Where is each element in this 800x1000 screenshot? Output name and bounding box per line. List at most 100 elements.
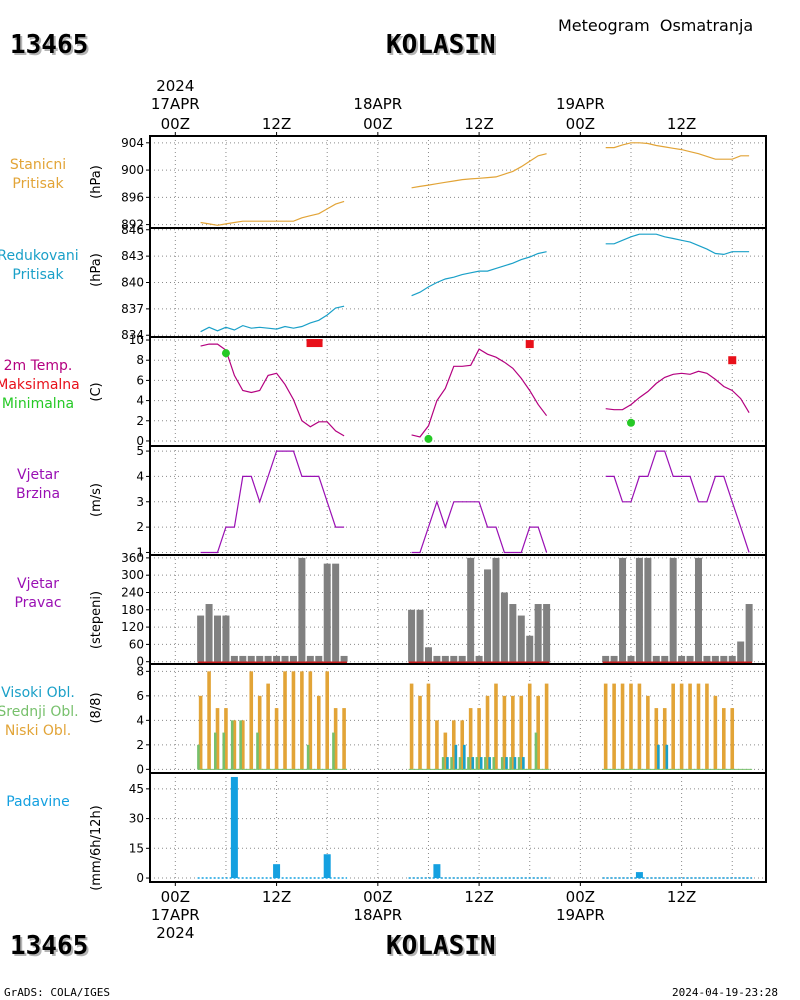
panel-unit: (hPa): [89, 165, 104, 199]
x-tick-time-bottom: 00Z: [161, 888, 190, 906]
direction-bar: [197, 615, 205, 662]
cloud-low-bar: [620, 683, 625, 770]
y-tick-label: 900: [121, 163, 144, 177]
cloud-high-bar: [488, 757, 491, 770]
precip-bar: [323, 854, 331, 879]
direction-bar: [450, 655, 458, 662]
cloud-high-bar: [454, 744, 458, 770]
direction-bar: [627, 655, 635, 662]
panel-unit: (mm/6h/12h): [89, 805, 104, 891]
direction-bar: [475, 655, 483, 662]
panel-unit: (stepeni): [89, 591, 104, 649]
direction-bar: [467, 557, 475, 662]
footer-station-name: KOLASIN: [386, 931, 496, 961]
direction-bar: [205, 604, 213, 662]
cloud-mid-bar: [441, 757, 445, 770]
direction-bar: [517, 615, 525, 662]
cloud-mid-bar: [306, 744, 310, 770]
panel-label: Brzina: [16, 486, 60, 502]
panel-label: Niski Obl.: [5, 723, 71, 739]
timestamp-text: 2024-04-19-23:28: [672, 986, 778, 999]
panel-temperature: 0 2 4 6 8 10 2m Temp. Maksimalna Minimalna (C): [0, 333, 767, 448]
precip-bar: [635, 872, 643, 879]
y-tick-label: 2: [136, 520, 144, 534]
series-line: [411, 348, 548, 438]
direction-bar: [441, 655, 449, 662]
cloud-low-bar: [241, 720, 245, 770]
direction-bar: [703, 655, 711, 662]
cloud-low-bar: [325, 671, 330, 770]
direction-bar: [256, 655, 264, 662]
cloud-mid-bar: [500, 757, 504, 770]
cloud-low-bar: [722, 708, 726, 770]
cloud-low-bar: [502, 695, 507, 770]
cloud-low-bar: [494, 683, 498, 770]
cloud-low-bar: [637, 683, 642, 770]
cloud-low-bar: [629, 683, 633, 770]
cloud-mid-bar: [492, 757, 496, 770]
panel-label: Pravac: [14, 595, 61, 611]
x-tick-time-top: 12Z: [464, 115, 493, 133]
panel-label: Srednji Obl.: [0, 704, 79, 720]
tmin-marker: [221, 349, 230, 358]
direction-bar: [492, 557, 500, 662]
y-tick-label: 15: [129, 841, 144, 855]
direction-bar: [602, 655, 610, 662]
series-line: [200, 200, 345, 226]
cloud-low-bar: [207, 671, 211, 770]
precip-bar: [433, 864, 441, 879]
direction-bar: [509, 604, 517, 662]
y-tick-label: 4: [136, 713, 144, 727]
x-tick-date-top: 17APR: [151, 95, 200, 113]
panel-label: Pritisak: [12, 176, 64, 192]
cloud-low-bar: [603, 683, 608, 770]
x-tick-time-bottom: 12Z: [262, 888, 291, 906]
cloud-low-bar: [544, 683, 549, 770]
x-tick-year-bottom: 2024: [156, 924, 194, 942]
y-tick-label: 6: [136, 373, 144, 387]
cloud-low-bar: [696, 683, 701, 770]
cloud-mid-bar: [475, 757, 479, 770]
direction-bar: [610, 655, 618, 662]
cloud-low-bar: [730, 708, 735, 770]
y-tick-label: 837: [121, 302, 144, 316]
panel-wind-speed: 1 2 3 4 5 Vjetar Brzina (m/s): [16, 444, 767, 559]
series-line: [605, 370, 750, 414]
x-tick-year-top: 2024: [156, 77, 194, 95]
direction-bar: [424, 647, 432, 662]
cloud-low-bar: [426, 683, 431, 770]
panel-unit: (m/s): [89, 483, 104, 517]
precip-bar: [273, 864, 281, 879]
cloud-low-bar: [257, 695, 262, 770]
cloud-low-bar: [536, 695, 540, 770]
y-tick-label: 8: [136, 353, 144, 367]
footer-station-id-shadow: 13465: [12, 933, 90, 963]
series-line: [200, 450, 345, 554]
direction-bar: [458, 655, 466, 662]
series-line: [605, 142, 750, 160]
tmax-marker: [728, 356, 737, 365]
cloud-mid-bar: [197, 744, 200, 770]
panel-label: Stanicni: [10, 157, 66, 173]
panel-label: 2m Temp.: [4, 358, 73, 374]
direction-bar: [332, 563, 340, 662]
y-tick-label: 904: [121, 136, 144, 150]
x-tick-time-top: 00Z: [161, 115, 190, 133]
credit-text: GrADS: COLA/IGES: [4, 986, 110, 999]
y-tick-label: 120: [121, 620, 144, 634]
panel-frame: [149, 445, 767, 556]
direction-bar: [526, 635, 534, 662]
direction-bar: [635, 557, 643, 662]
panel-wind-direction: 0 60 120 180 240 300 360 Vjetar Pravac (stepeni): [14, 551, 767, 669]
cloud-low-bar: [215, 708, 220, 770]
series-line: [411, 153, 547, 189]
cloud-low-bar: [443, 732, 448, 770]
cloud-mid-bar: [467, 757, 470, 770]
y-tick-label: 3: [136, 495, 144, 509]
cloud-high-bar: [479, 757, 483, 770]
y-tick-label: 10: [129, 333, 144, 347]
cloud-low-bar: [274, 708, 279, 770]
direction-bar: [644, 557, 652, 662]
cloud-high-bar: [513, 757, 517, 770]
direction-bar: [306, 655, 314, 662]
